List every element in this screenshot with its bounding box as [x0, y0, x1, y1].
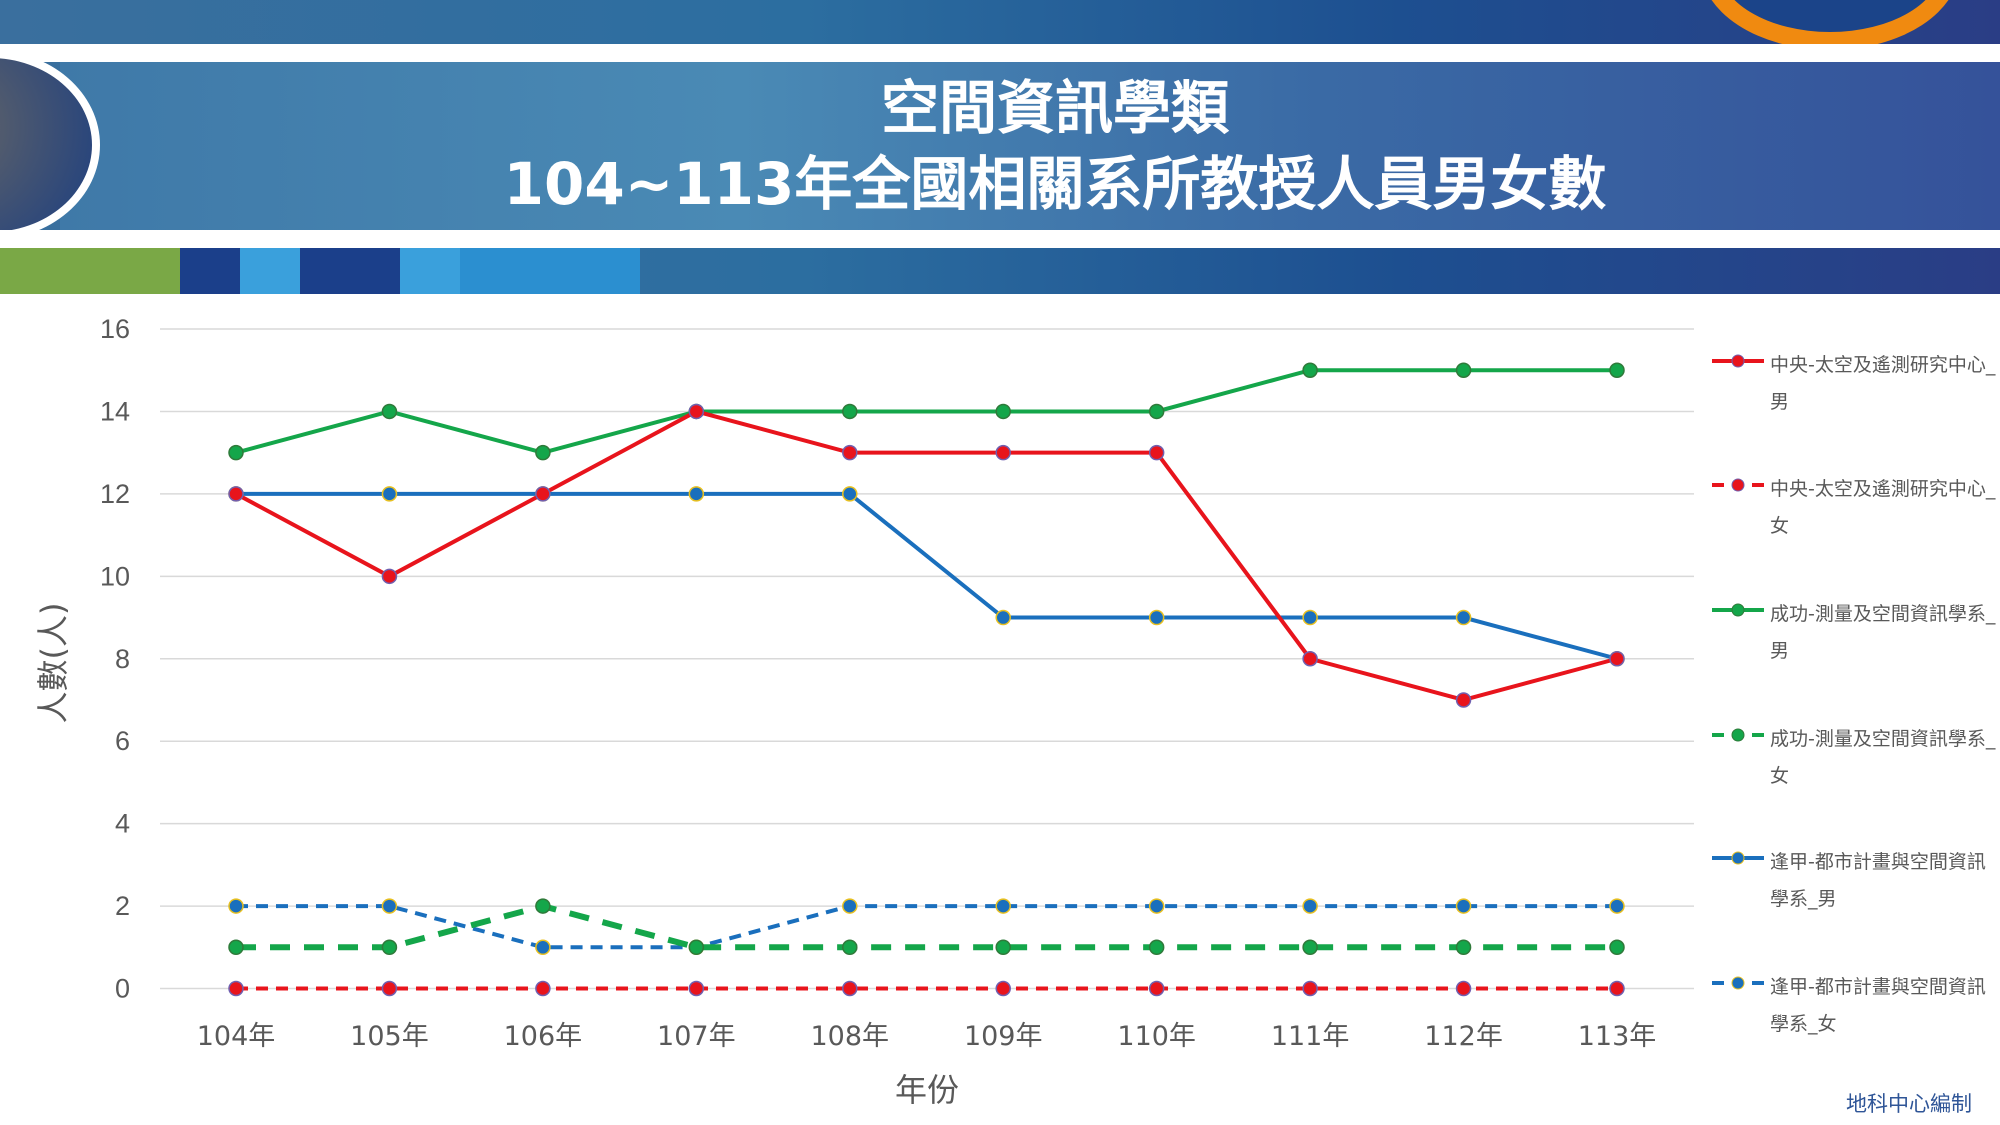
title-line-1: 空間資訊學類 — [880, 74, 1229, 142]
legend-label: 成功-測量及空間資訊學系_男 — [1770, 603, 1996, 662]
data-point — [1455, 898, 1472, 914]
data-point — [842, 939, 858, 956]
data-point — [688, 939, 705, 956]
series-line — [235, 409, 1618, 703]
legend-swatch — [1712, 354, 1764, 368]
x-tick-label: 106年 — [504, 1021, 583, 1052]
data-point — [381, 568, 398, 585]
data-point — [1302, 651, 1318, 667]
x-tick-label: 110年 — [1117, 1021, 1196, 1052]
data-point — [381, 980, 398, 997]
data-point — [842, 486, 858, 502]
data-point — [228, 898, 244, 914]
data-point — [228, 939, 244, 956]
x-tick-label: 109年 — [964, 1021, 1043, 1052]
data-point — [1455, 692, 1472, 708]
data-point — [1302, 898, 1318, 914]
legend-label: 中央-太空及遙測研究中心_女 — [1770, 478, 1996, 537]
data-point — [1148, 980, 1165, 997]
y-tick-label: 4 — [115, 809, 130, 839]
data-point — [1455, 609, 1472, 626]
x-tick-label: 111年 — [1271, 1021, 1350, 1052]
data-point — [1609, 939, 1625, 956]
data-point — [381, 403, 398, 420]
data-point — [1302, 362, 1318, 378]
footer-credit: 地科中心編制 — [1846, 1092, 1972, 1116]
series-line — [236, 902, 1617, 951]
x-tick-label: 107年 — [657, 1021, 736, 1052]
x-axis-title: 年份 — [895, 1071, 959, 1109]
data-point — [1455, 939, 1472, 956]
legend-swatch — [1712, 478, 1764, 492]
data-point — [1148, 403, 1165, 420]
data-point — [995, 939, 1011, 956]
legend-swatch — [1712, 851, 1764, 865]
data-point — [842, 898, 858, 914]
data-point — [535, 486, 551, 502]
x-tick-label: 104年 — [197, 1021, 276, 1052]
series-line — [236, 904, 1617, 950]
data-point — [1302, 980, 1318, 997]
y-axis-title: 人數(人) — [34, 603, 72, 724]
data-point — [1302, 609, 1318, 626]
data-point — [1148, 939, 1165, 956]
chart-title: 空間資訊學類 104~113年全國相關系所教授人員男女數 — [0, 62, 2000, 230]
x-tick-label: 113年 — [1578, 1021, 1657, 1052]
y-tick-label: 12 — [100, 479, 130, 509]
data-point — [381, 939, 398, 956]
data-point — [1148, 444, 1165, 461]
data-point — [381, 898, 398, 914]
y-tick-label: 16 — [100, 314, 130, 344]
data-point — [1455, 362, 1472, 378]
data-point — [1455, 980, 1472, 997]
data-point — [228, 486, 244, 502]
data-point — [535, 898, 551, 914]
data-point — [995, 898, 1011, 914]
data-point — [1609, 362, 1625, 378]
data-point — [688, 486, 705, 502]
legend-label: 中央-太空及遙測研究中心_男 — [1770, 354, 1996, 413]
data-point — [535, 980, 551, 997]
data-point — [688, 980, 705, 997]
data-point — [995, 609, 1011, 626]
data-point — [1609, 898, 1625, 914]
data-point — [228, 980, 244, 997]
y-tick-label: 6 — [115, 726, 130, 756]
series-line — [236, 491, 1618, 661]
legend-swatch — [1712, 728, 1764, 742]
series-line — [235, 368, 1617, 455]
y-tick-label: 10 — [100, 561, 130, 591]
data-point — [381, 486, 398, 502]
data-point — [1148, 609, 1165, 626]
data-point — [535, 939, 551, 956]
x-tick-label: 105年 — [350, 1021, 429, 1052]
y-tick-label: 8 — [115, 644, 130, 674]
legend-label: 逢甲-都市計畫與空間資訊學系_女 — [1770, 976, 1986, 1035]
data-point — [1302, 939, 1318, 956]
data-point — [995, 980, 1011, 997]
y-tick-label: 2 — [115, 891, 130, 921]
data-point — [995, 403, 1011, 420]
legend-label: 成功-測量及空間資訊學系_女 — [1770, 728, 1996, 787]
data-point — [228, 444, 244, 461]
x-tick-label: 112年 — [1424, 1021, 1503, 1052]
data-point — [842, 444, 858, 461]
title-line-2: 104~113年全國相關系所教授人員男女數 — [503, 150, 1607, 218]
data-point — [1148, 898, 1165, 914]
x-tick-label: 108年 — [811, 1021, 890, 1052]
data-point — [535, 444, 551, 461]
data-point — [1609, 651, 1625, 667]
data-point — [688, 403, 705, 420]
data-point — [842, 980, 858, 997]
legend-label: 逢甲-都市計畫與空間資訊學系_男 — [1770, 851, 1986, 910]
legend-swatch — [1712, 976, 1764, 990]
data-point — [842, 403, 858, 420]
data-point — [1609, 980, 1625, 997]
y-tick-label: 0 — [115, 974, 130, 1004]
legend-swatch — [1712, 603, 1764, 617]
data-point — [995, 444, 1011, 461]
y-tick-label: 14 — [100, 396, 130, 426]
title-banner: 空間資訊學類 104~113年全國相關系所教授人員男女數 — [0, 0, 2000, 294]
